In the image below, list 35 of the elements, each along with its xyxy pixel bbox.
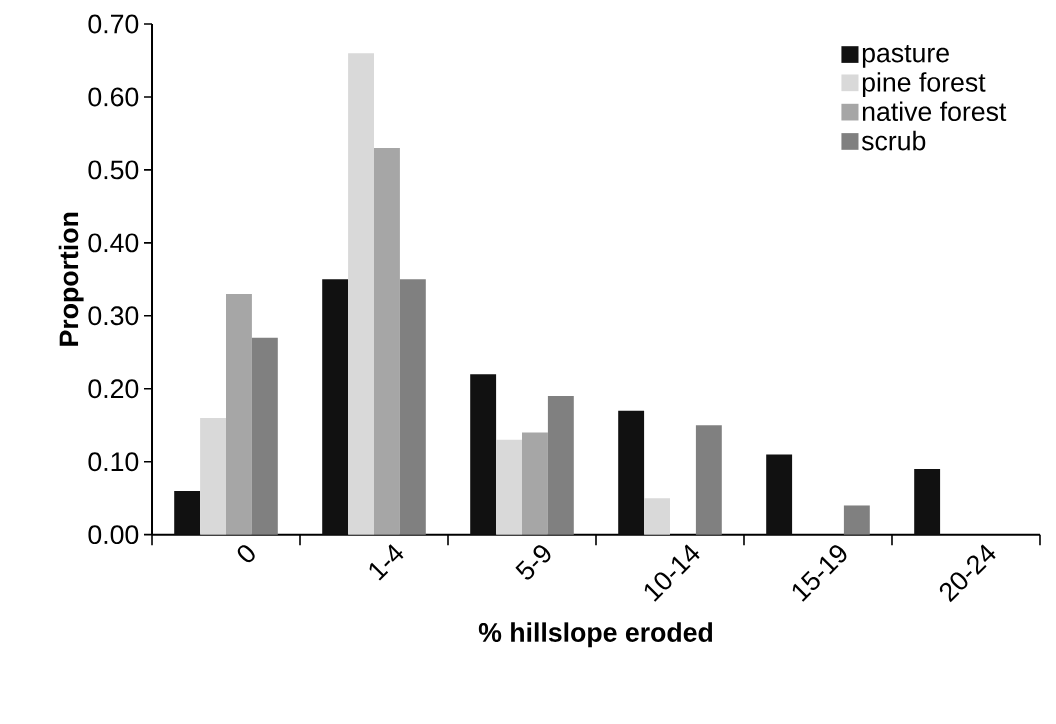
- y-axis-title: Proportion: [58, 212, 84, 346]
- y-tick-label: 0.20: [88, 379, 139, 399]
- bar: [843, 505, 870, 535]
- x-tick-label: 0: [237, 545, 255, 563]
- bar: [766, 454, 793, 535]
- bar: [348, 53, 375, 535]
- bar: [618, 410, 645, 535]
- bar: [914, 469, 941, 535]
- bar: [399, 279, 426, 535]
- x-tick-label: 5-9: [515, 545, 551, 580]
- bar: [251, 337, 278, 535]
- bar: [374, 148, 400, 535]
- y-tick-label: 0.50: [88, 160, 139, 180]
- bar: [322, 279, 349, 535]
- bar: [200, 417, 227, 535]
- legend-label: native forest: [862, 101, 1007, 122]
- x-tick-label: 1-4: [369, 544, 404, 581]
- legend-label: pasture: [862, 44, 949, 68]
- y-tick-label: 0.40: [88, 233, 139, 253]
- legend-label: pine forest: [862, 72, 986, 98]
- x-axis-title: % hillslope eroded: [478, 622, 713, 648]
- y-tick-label: 0.30: [88, 306, 139, 326]
- y-tick-label: 0.60: [88, 87, 139, 107]
- bar: [470, 374, 497, 535]
- y-tick-label: 0.70: [88, 14, 139, 34]
- bar: [522, 432, 548, 535]
- legend-label: scrub: [861, 130, 926, 151]
- bar: [644, 498, 670, 535]
- y-tick-label: 0.00: [88, 525, 139, 545]
- y-tick-label: 0.10: [88, 452, 139, 472]
- bar: [547, 396, 574, 535]
- bar: [226, 293, 252, 535]
- bar: [695, 425, 722, 535]
- bar: [496, 439, 522, 535]
- bar: [174, 490, 201, 535]
